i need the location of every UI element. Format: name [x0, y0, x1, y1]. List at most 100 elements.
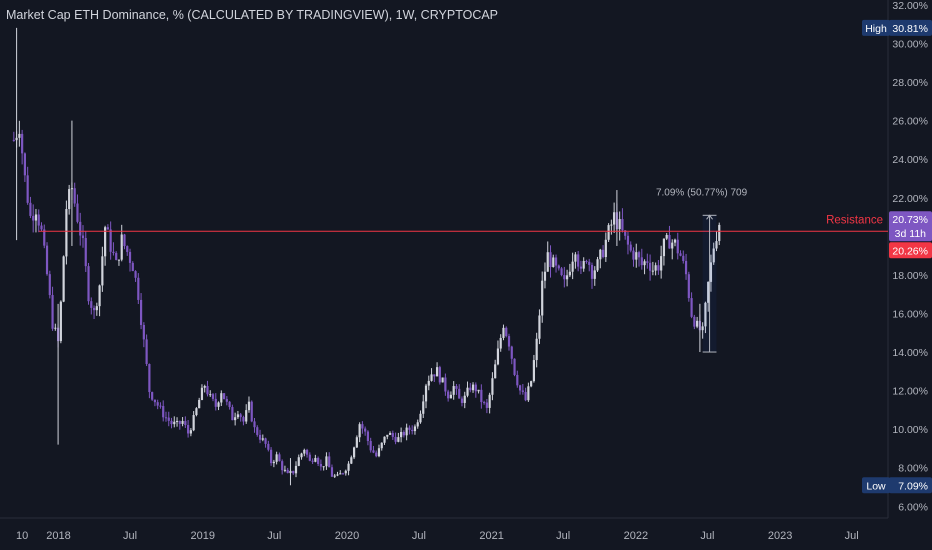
candle-body: [120, 234, 123, 260]
candle-body: [81, 235, 85, 239]
candle-body: [635, 252, 638, 260]
candle-body: [95, 306, 98, 311]
candle-body: [231, 407, 234, 421]
candle-body: [684, 260, 688, 275]
high-tag-value: 30.81%: [892, 23, 928, 35]
candle-body: [173, 421, 176, 425]
high-tag-label: High: [865, 23, 887, 35]
candle-body: [629, 244, 632, 251]
candle-body: [543, 271, 547, 281]
candle-body: [175, 420, 179, 422]
candle-body: [328, 456, 331, 468]
candle-body: [104, 227, 107, 257]
candle-body: [400, 432, 403, 438]
candle-body: [101, 256, 104, 286]
chart-title: Market Cap ETH Dominance, % (CALCULATED …: [6, 8, 499, 22]
x-tick-label: Jul: [556, 530, 570, 542]
candle-body: [187, 425, 190, 434]
candle-body: [294, 465, 298, 474]
candle-body: [336, 474, 339, 476]
last-price-box: [889, 211, 932, 242]
candle-body: [654, 265, 657, 271]
candle-body: [455, 386, 458, 389]
candle-body: [516, 374, 519, 386]
candle-body: [424, 385, 428, 402]
candle-body: [148, 363, 151, 393]
y-tick-label: 12.00%: [892, 386, 928, 398]
candle-body: [707, 281, 710, 303]
candle-body: [582, 261, 585, 269]
candle-body: [220, 393, 223, 403]
candle-body: [297, 457, 300, 466]
candle-body: [281, 461, 284, 471]
candle-body: [45, 245, 49, 275]
y-tick-label: 24.00%: [892, 154, 928, 166]
candle-body: [303, 449, 306, 454]
x-tick-label: 2018: [46, 530, 70, 542]
candle-body: [134, 271, 137, 278]
candle-body: [632, 250, 635, 260]
candle-body: [214, 398, 217, 407]
candle-body: [369, 441, 372, 451]
candle-body: [236, 414, 240, 418]
candle-body: [311, 460, 314, 462]
candle-body: [126, 246, 129, 252]
candle-body: [123, 234, 126, 247]
candle-body: [352, 447, 356, 458]
candle-body: [211, 394, 215, 399]
candle-body: [65, 209, 68, 257]
candle-body: [242, 417, 245, 422]
candle-body: [153, 399, 157, 403]
x-tick-label: 2021: [479, 530, 503, 542]
candle-body: [261, 438, 264, 440]
candle-body: [624, 230, 627, 236]
candle-body: [449, 394, 453, 399]
candle-body: [538, 315, 541, 339]
x-tick-label: 10: [16, 530, 28, 542]
candle-body: [651, 270, 654, 272]
candle-body: [203, 385, 206, 388]
candle-body: [715, 241, 718, 249]
x-tick-label: Jul: [845, 530, 859, 542]
candle-body: [372, 450, 375, 453]
y-tick-label: 22.00%: [892, 193, 928, 205]
y-tick-label: 6.00%: [898, 501, 928, 513]
candle-body: [181, 420, 184, 424]
candle-body: [156, 402, 159, 406]
candle-body: [37, 214, 40, 226]
candle-body: [505, 327, 508, 337]
candle-body: [159, 405, 162, 407]
candle-body: [709, 262, 713, 282]
candle-body: [375, 452, 378, 457]
candle-body: [245, 410, 248, 422]
candle-body: [386, 434, 389, 437]
candle-body: [200, 387, 204, 400]
x-tick-label: Jul: [412, 530, 426, 542]
candle-body: [192, 415, 195, 431]
candle-body: [496, 348, 500, 365]
candle-body: [535, 338, 538, 361]
measure-arrow-head: [706, 214, 713, 220]
candle-body: [460, 398, 464, 403]
candle-body: [596, 259, 599, 271]
candle-body: [68, 189, 71, 210]
candle-body: [79, 221, 82, 236]
candle-body: [250, 401, 253, 422]
candle-body: [469, 387, 472, 391]
candle-body: [701, 326, 704, 331]
candle-body: [29, 202, 32, 216]
candle-body: [380, 442, 383, 449]
candle-body: [397, 437, 400, 442]
candle-body: [546, 252, 549, 272]
candle-body: [117, 259, 121, 261]
candle-body: [51, 295, 54, 329]
x-tick-label: Jul: [267, 530, 281, 542]
candle-body: [300, 453, 303, 458]
candle-body: [679, 253, 682, 256]
candle-body: [646, 261, 649, 263]
candle-body: [563, 275, 566, 280]
candle-body: [513, 358, 516, 375]
candle-body: [341, 473, 345, 475]
candle-body: [671, 242, 674, 249]
